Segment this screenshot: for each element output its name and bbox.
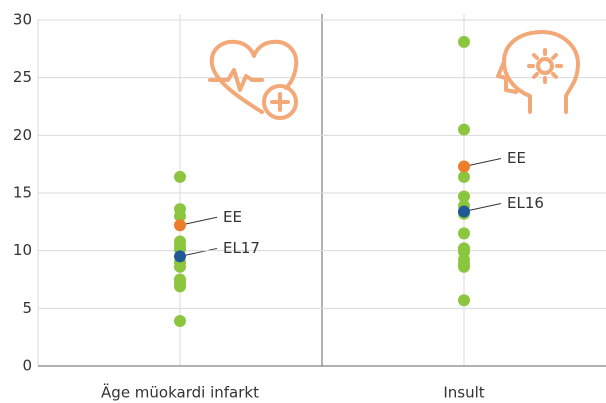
y-tick-label: 10 xyxy=(13,241,32,259)
highlight-dot xyxy=(174,219,186,232)
dot xyxy=(458,227,470,240)
dot xyxy=(458,294,470,307)
y-tick-label: 15 xyxy=(13,184,32,202)
y-tick-label: 20 xyxy=(13,126,32,144)
dot xyxy=(458,123,470,136)
dot xyxy=(174,260,186,273)
highlight-dot xyxy=(458,205,470,218)
head-icon xyxy=(496,30,580,114)
dot xyxy=(174,280,186,293)
highlight-label: EL17 xyxy=(223,239,260,257)
highlight-label: EE xyxy=(507,149,526,167)
leader-line xyxy=(463,202,502,212)
highlight-label: EE xyxy=(223,208,242,226)
highlight-dot xyxy=(174,250,186,263)
dot xyxy=(174,210,186,223)
leader-line xyxy=(179,216,218,226)
y-tick-label: 30 xyxy=(13,11,32,29)
dot xyxy=(458,35,470,48)
dot xyxy=(174,315,186,328)
y-tick-label: 0 xyxy=(22,357,32,375)
highlight-dot xyxy=(458,160,470,173)
dot xyxy=(458,170,470,183)
dot xyxy=(458,190,470,203)
leader-line xyxy=(179,247,218,257)
leader-line xyxy=(463,157,502,167)
y-tick-label: 25 xyxy=(13,68,32,86)
x-tick-label: Insult xyxy=(443,384,484,402)
dot xyxy=(174,170,186,183)
heart-icon xyxy=(208,39,299,120)
x-tick-label: Äge müokardi infarkt xyxy=(101,383,259,402)
dot xyxy=(458,260,470,273)
y-tick-label: 5 xyxy=(22,299,32,317)
highlight-label: EL16 xyxy=(507,194,544,212)
